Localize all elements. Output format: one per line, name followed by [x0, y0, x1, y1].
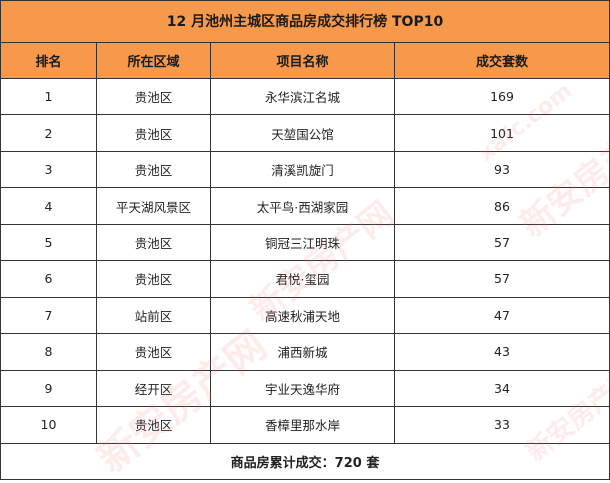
area-cell: 贵池区 — [96, 406, 211, 444]
table-row: 10 贵池区 香樟里那水岸 33 — [0, 406, 610, 444]
area-cell: 贵池区 — [96, 223, 211, 262]
area-cell: 贵池区 — [96, 77, 211, 116]
deals-cell: 86 — [394, 187, 610, 225]
rank-cell: 5 — [0, 223, 97, 262]
table-row: 2 贵池区 天堃国公馆 101 — [0, 114, 610, 152]
rank-cell: 9 — [0, 369, 97, 408]
project-cell: 天堃国公馆 — [210, 114, 395, 152]
rank-cell: 1 — [0, 77, 97, 116]
table-title-row: 12 月池州主城区商品房成交排行榜 TOP10 — [0, 0, 610, 43]
area-cell: 站前区 — [96, 296, 211, 335]
header-deals: 成交套数 — [394, 41, 610, 79]
rank-cell: 3 — [0, 150, 97, 189]
table-row: 5 贵池区 铜冠三江明珠 57 — [0, 223, 610, 262]
project-cell: 永华滨江名城 — [210, 77, 395, 116]
rank-cell: 2 — [0, 114, 97, 152]
area-cell: 贵池区 — [96, 333, 211, 371]
table-row: 3 贵池区 清溪凯旋门 93 — [0, 150, 610, 189]
table-row: 7 站前区 高速秋浦天地 47 — [0, 296, 610, 335]
project-cell: 高速秋浦天地 — [210, 296, 395, 335]
area-cell: 贵池区 — [96, 150, 211, 189]
table-total-row: 商品房累计成交：720 套 — [0, 442, 610, 480]
header-project: 项目名称 — [210, 41, 395, 79]
project-cell: 君悦·玺园 — [210, 260, 395, 298]
deals-cell: 33 — [394, 406, 610, 444]
total-summary: 商品房累计成交：720 套 — [0, 442, 610, 480]
project-cell: 清溪凯旋门 — [210, 150, 395, 189]
deals-cell: 101 — [394, 114, 610, 152]
table-header-row: 排名 所在区域 项目名称 成交套数 — [0, 41, 610, 79]
area-cell: 平天湖风景区 — [96, 187, 211, 225]
table-row: 4 平天湖风景区 太平鸟·西湖家园 86 — [0, 187, 610, 225]
table-row: 6 贵池区 君悦·玺园 57 — [0, 260, 610, 298]
deals-cell: 43 — [394, 333, 610, 371]
area-cell: 贵池区 — [96, 260, 211, 298]
rank-cell: 10 — [0, 406, 97, 444]
project-cell: 宇业天逸华府 — [210, 369, 395, 408]
project-cell: 铜冠三江明珠 — [210, 223, 395, 262]
area-cell: 经开区 — [96, 369, 211, 408]
rank-cell: 8 — [0, 333, 97, 371]
deals-cell: 34 — [394, 369, 610, 408]
deals-cell: 93 — [394, 150, 610, 189]
project-cell: 浦西新城 — [210, 333, 395, 371]
table-title: 12 月池州主城区商品房成交排行榜 TOP10 — [0, 0, 610, 43]
rank-cell: 6 — [0, 260, 97, 298]
header-area: 所在区域 — [96, 41, 211, 79]
deals-cell: 57 — [394, 260, 610, 298]
deals-cell: 57 — [394, 223, 610, 262]
deals-cell: 47 — [394, 296, 610, 335]
table-row: 8 贵池区 浦西新城 43 — [0, 333, 610, 371]
rank-cell: 4 — [0, 187, 97, 225]
area-cell: 贵池区 — [96, 114, 211, 152]
deals-cell: 169 — [394, 77, 610, 116]
table-row: 9 经开区 宇业天逸华府 34 — [0, 369, 610, 408]
project-cell: 香樟里那水岸 — [210, 406, 395, 444]
header-rank: 排名 — [0, 41, 97, 79]
project-cell: 太平鸟·西湖家园 — [210, 187, 395, 225]
table-row: 1 贵池区 永华滨江名城 169 — [0, 77, 610, 116]
rank-cell: 7 — [0, 296, 97, 335]
